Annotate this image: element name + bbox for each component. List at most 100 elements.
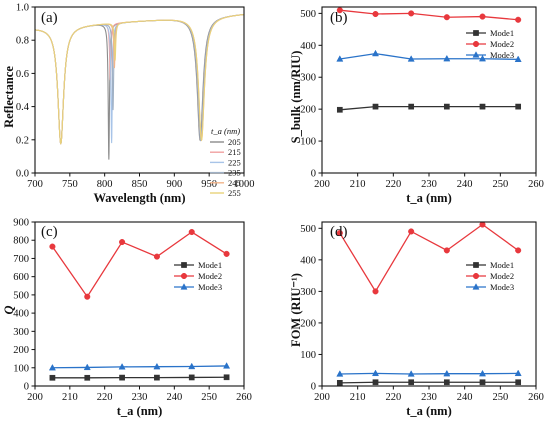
x-tick-label: 210	[350, 179, 366, 190]
data-point-Mode3	[223, 362, 231, 369]
series-line-215	[34, 13, 245, 145]
y-tick-label: 300	[13, 327, 29, 338]
data-point-Mode2	[372, 10, 379, 18]
panel-c-y-axis-title: Q	[2, 305, 16, 314]
legend-marker	[473, 30, 479, 36]
data-point-Mode1	[515, 103, 522, 110]
series-line-Mode3	[52, 365, 227, 369]
data-point-Mode3	[443, 369, 451, 377]
plot-frame	[34, 6, 245, 174]
data-point-Mode3	[48, 363, 56, 371]
data-point-Mode1	[515, 379, 522, 386]
legend-label: Mode2	[198, 271, 222, 281]
panel-a-y-axis-title: Reflectance	[2, 66, 16, 128]
y-tick-label: 100	[300, 137, 316, 148]
panel-b-label: (b)	[330, 10, 348, 26]
legend-marker	[180, 283, 188, 290]
series-line-Mode2	[339, 9, 519, 21]
legend-label: Mode3	[490, 282, 514, 292]
panel-c-quality-factor-chart: 200 210 220 230 240 250 260 0 100 200 300 400 500 600…	[2, 218, 252, 419]
legend-label: Mode1	[198, 260, 222, 270]
series-line-255	[34, 13, 245, 145]
data-point-Mode3	[336, 55, 344, 62]
x-tick-label: 200	[27, 392, 43, 403]
panel-d-x-axis-title: t_a (nm)	[406, 404, 451, 418]
legend-marker	[473, 262, 479, 268]
x-tick-label: 200	[314, 392, 330, 403]
y-tick-label: 400	[13, 309, 29, 320]
y-tick-label: 700	[13, 254, 29, 265]
x-tick-label: 250	[492, 179, 508, 190]
data-point-Mode3	[514, 369, 522, 377]
x-tick-label: 900	[166, 179, 182, 190]
y-tick-label: 0	[311, 382, 316, 393]
data-point-Mode3	[336, 370, 344, 377]
y-tick-label: 200	[300, 318, 316, 329]
y-tick-label: 0.8	[16, 36, 29, 47]
x-tick-label: 800	[97, 179, 113, 190]
x-tick-label: 750	[62, 179, 78, 190]
series-line-245	[34, 13, 245, 145]
legend-label: Mode2	[490, 271, 514, 281]
data-point-Mode2	[408, 228, 415, 235]
legend-label: 215	[228, 147, 241, 157]
y-tick-label: 100	[300, 350, 316, 361]
panel-b-x-axis-title: t_a (nm)	[406, 191, 451, 205]
series-line-225	[34, 13, 245, 145]
y-tick-label: 400	[300, 255, 316, 266]
y-tick-label: 500	[300, 9, 316, 20]
x-tick-label: 230	[132, 392, 148, 403]
data-point-Mode1	[372, 379, 379, 386]
data-point-Mode2	[479, 13, 486, 20]
data-point-Mode3	[153, 362, 161, 370]
y-tick-label: 300	[300, 73, 316, 84]
y-tick-label: 800	[13, 236, 29, 247]
x-tick-label: 250	[201, 392, 217, 403]
x-tick-label: 260	[528, 392, 544, 403]
legend-label: Mode2	[490, 39, 514, 49]
data-point-Mode1	[408, 103, 415, 110]
data-point-Mode3	[83, 363, 91, 371]
data-point-Mode1	[84, 374, 91, 381]
x-tick-label: 240	[166, 392, 182, 403]
data-point-Mode3	[443, 54, 451, 62]
data-point-Mode3	[407, 370, 415, 377]
series-line-Mode1	[339, 105, 519, 111]
data-point-Mode1	[49, 374, 56, 381]
panel-c-x-axis-title: t_a (nm)	[117, 404, 162, 418]
y-tick-label: 200	[300, 105, 316, 116]
panel-a-legend-title: t_a (nm)	[211, 126, 240, 136]
x-tick-label: 220	[385, 392, 401, 403]
x-tick-label: 700	[27, 179, 43, 190]
y-tick-label: 0.2	[16, 135, 29, 146]
data-point-Mode2	[408, 10, 415, 17]
legend-label: Mode1	[490, 28, 514, 38]
data-point-Mode1	[443, 103, 450, 110]
panel-a-reflectance-chart: 700 750 800 850 900 950 1000 0.0 0.2 0.4 0.6 0.8 1.0…	[2, 3, 255, 206]
data-point-Mode1	[154, 374, 160, 381]
series-line-Mode3	[339, 52, 519, 61]
legend-label: 255	[228, 188, 241, 198]
data-point-Mode1	[372, 103, 379, 110]
legend-label: 235	[228, 168, 241, 178]
data-point-Mode2	[443, 247, 450, 254]
data-point-Mode1	[479, 103, 486, 110]
legend-label: Mode3	[490, 50, 514, 60]
y-tick-label: 600	[13, 272, 29, 283]
y-tick-label: 0.0	[16, 169, 29, 180]
legend-marker	[472, 272, 480, 280]
x-tick-label: 260	[528, 179, 544, 190]
panel-d-y-axis-title: FOM (RIU⁻¹)	[289, 273, 303, 347]
series-line-Mode3	[339, 372, 519, 375]
legend-marker	[180, 272, 188, 280]
y-tick-label: 1.0	[16, 3, 29, 14]
panel-a-label: (a)	[41, 10, 58, 26]
data-point-Mode2	[49, 243, 56, 250]
x-tick-label: 220	[385, 179, 401, 190]
data-point-Mode3	[478, 369, 487, 377]
plot-frame	[321, 221, 537, 387]
data-point-Mode3	[371, 49, 380, 57]
